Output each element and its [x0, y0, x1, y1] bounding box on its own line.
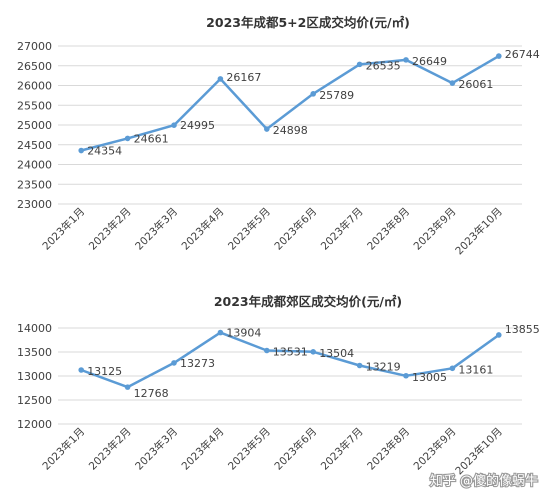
y-tick-label: 23000	[17, 198, 52, 211]
data-label: 12768	[134, 387, 169, 400]
y-tick-label: 12000	[17, 418, 52, 431]
data-point	[217, 329, 224, 336]
data-label: 26649	[412, 55, 447, 68]
data-point	[310, 91, 317, 97]
data-label: 26744	[505, 48, 540, 61]
watermark: 知乎 @傻的像蜗牛	[429, 472, 539, 490]
data-point	[124, 384, 131, 390]
y-tick-label: 27000	[17, 40, 52, 53]
x-tick-label: 2023年1月	[40, 425, 88, 473]
x-tick-label: 2023年4月	[179, 205, 227, 253]
data-label: 26167	[226, 71, 261, 84]
y-tick-label: 24500	[17, 139, 52, 152]
data-label: 13005	[412, 371, 447, 384]
y-tick-label: 24000	[17, 159, 52, 172]
data-point	[496, 332, 502, 338]
data-label: 24995	[180, 119, 215, 132]
y-tick-label: 13500	[17, 346, 52, 359]
data-label: 13531	[273, 346, 308, 359]
x-tick-label: 2023年8月	[364, 425, 412, 473]
y-tick-label: 25000	[17, 119, 52, 132]
x-tick-label: 2023年10月	[453, 425, 505, 477]
chart-title: 2023年成都郊区成交均价(元/㎡)	[214, 294, 402, 309]
x-tick-label: 2023年2月	[86, 425, 134, 473]
x-tick-label: 2023年4月	[179, 425, 227, 473]
x-tick-label: 2023年9月	[411, 205, 459, 253]
data-label: 13273	[180, 357, 215, 370]
data-point	[449, 80, 456, 86]
data-point	[356, 61, 363, 68]
data-label: 24898	[273, 124, 308, 137]
y-tick-label: 23500	[17, 178, 52, 191]
x-tick-label: 2023年3月	[132, 205, 180, 253]
data-label: 13504	[319, 347, 354, 360]
data-point	[496, 53, 502, 59]
data-point	[171, 360, 177, 366]
x-tick-label: 2023年10月	[453, 205, 505, 257]
data-point	[403, 372, 409, 379]
data-label: 24354	[87, 145, 122, 158]
chart-avg-price-5plus2: 2023年成都5+2区成交均价(元/㎡) 27000 26500 26000 25500…	[17, 15, 540, 257]
data-point	[356, 362, 363, 369]
data-label: 13161	[458, 363, 493, 376]
data-point	[78, 367, 84, 373]
data-point	[449, 365, 456, 372]
x-tick-label: 2023年9月	[411, 425, 459, 473]
x-tick-label: 2023年5月	[225, 425, 273, 473]
x-tick-label: 2023年7月	[318, 205, 366, 253]
x-tick-label: 2023年8月	[364, 205, 412, 253]
data-point	[310, 349, 317, 355]
x-tick-label: 2023年7月	[318, 425, 366, 473]
data-point	[264, 347, 270, 354]
y-tick-label: 25500	[17, 99, 52, 112]
y-tick-label: 14000	[17, 322, 52, 335]
y-tick-label: 13000	[17, 370, 52, 383]
y-tick-label: 26500	[17, 60, 52, 73]
data-label: 13855	[505, 323, 540, 336]
chart-title: 2023年成都5+2区成交均价(元/㎡)	[206, 15, 410, 30]
x-tick-label: 2023年5月	[225, 205, 273, 253]
chart-avg-price-suburbs: 2023年成都郊区成交均价(元/㎡) 14000 13500 13000 12500 12…	[17, 294, 540, 477]
data-label: 26061	[458, 78, 493, 91]
data-point	[171, 122, 177, 128]
x-tick-label: 2023年2月	[86, 205, 134, 253]
x-tick-label: 2023年6月	[272, 205, 320, 253]
x-tick-label: 2023年6月	[272, 425, 320, 473]
data-label: 26535	[366, 59, 401, 72]
data-label: 13219	[366, 360, 401, 373]
series-line	[80, 55, 500, 152]
watermark-text: 知乎 @傻的像蜗牛	[430, 473, 538, 489]
x-tick-label: 2023年3月	[132, 425, 180, 473]
data-label: 25789	[319, 89, 354, 102]
data-point	[124, 135, 131, 142]
y-tick-label: 26000	[17, 80, 52, 93]
data-point	[78, 147, 84, 154]
y-tick-label: 12500	[17, 394, 52, 407]
data-point	[264, 126, 270, 132]
data-label: 24661	[134, 132, 169, 145]
data-label: 13125	[87, 365, 122, 378]
data-point	[403, 57, 409, 63]
series-line	[80, 331, 500, 389]
data-point	[217, 76, 224, 82]
x-tick-label: 2023年1月	[40, 205, 88, 253]
data-label: 13904	[226, 327, 261, 340]
